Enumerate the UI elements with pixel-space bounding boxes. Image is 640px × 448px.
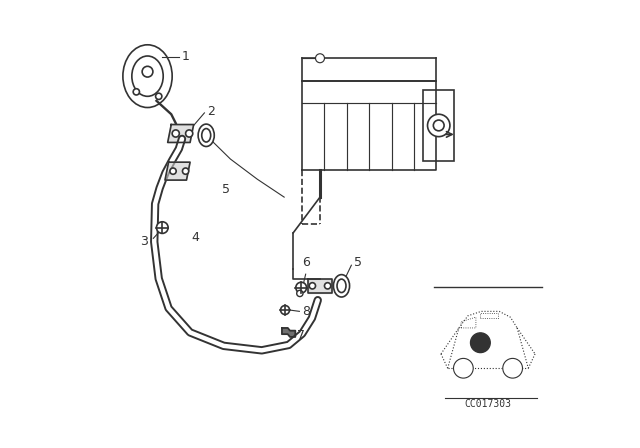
Polygon shape <box>282 328 296 337</box>
Ellipse shape <box>428 114 450 137</box>
Text: 1: 1 <box>182 50 190 64</box>
Polygon shape <box>308 279 332 293</box>
Text: 2: 2 <box>207 104 215 118</box>
Circle shape <box>172 130 179 137</box>
Circle shape <box>454 358 473 378</box>
Ellipse shape <box>202 129 211 142</box>
Circle shape <box>297 290 303 297</box>
Ellipse shape <box>433 120 444 131</box>
Text: 8: 8 <box>302 305 310 318</box>
Circle shape <box>470 333 490 353</box>
Text: 6: 6 <box>302 255 310 269</box>
Circle shape <box>157 222 168 233</box>
Text: 5: 5 <box>222 182 230 196</box>
Circle shape <box>309 283 316 289</box>
Circle shape <box>186 130 193 137</box>
Ellipse shape <box>123 45 172 108</box>
Circle shape <box>324 283 331 289</box>
Circle shape <box>156 93 162 99</box>
Text: 7: 7 <box>297 328 305 342</box>
Circle shape <box>170 168 176 174</box>
Polygon shape <box>165 162 190 180</box>
Circle shape <box>280 306 289 314</box>
Circle shape <box>182 168 189 174</box>
Ellipse shape <box>198 124 214 146</box>
Circle shape <box>296 282 307 293</box>
Circle shape <box>503 358 522 378</box>
Ellipse shape <box>333 275 349 297</box>
Text: 5: 5 <box>353 255 362 269</box>
Text: 3: 3 <box>140 234 148 248</box>
Circle shape <box>142 66 153 77</box>
Circle shape <box>316 54 324 63</box>
Ellipse shape <box>132 56 163 96</box>
Text: CC017303: CC017303 <box>465 399 511 409</box>
Text: 4: 4 <box>191 231 199 244</box>
Circle shape <box>133 89 140 95</box>
Ellipse shape <box>337 279 346 293</box>
Polygon shape <box>168 125 194 142</box>
